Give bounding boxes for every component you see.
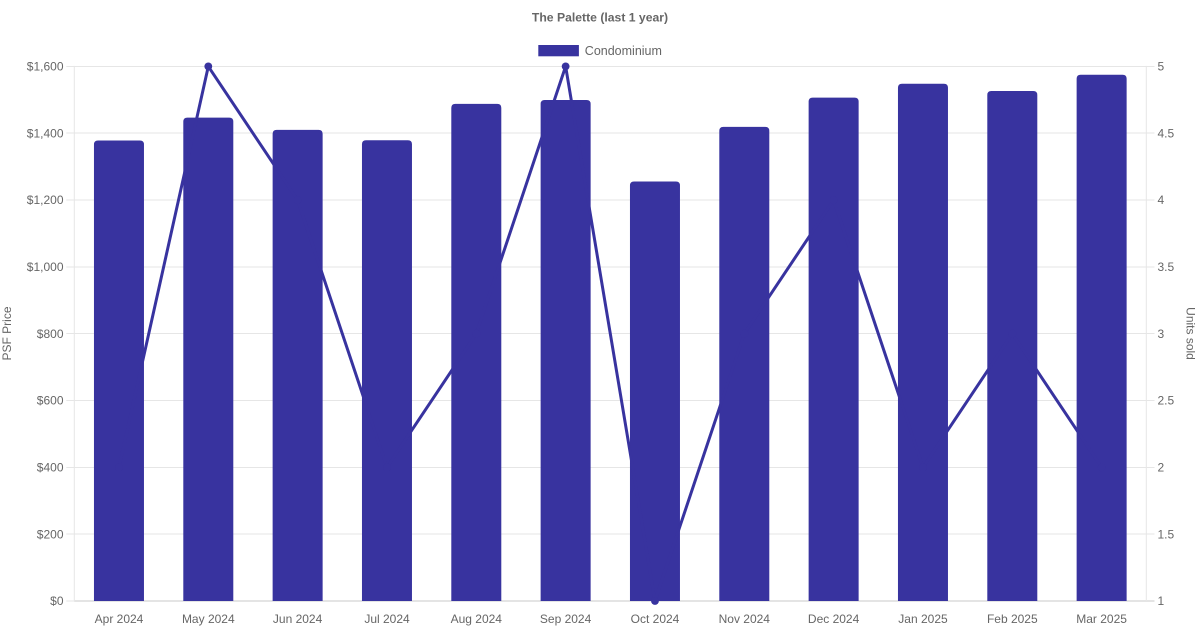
svg-text:Condominium: Condominium bbox=[585, 44, 662, 58]
svg-text:4: 4 bbox=[1158, 193, 1165, 207]
svg-text:$1,400: $1,400 bbox=[27, 126, 64, 140]
svg-text:$1,600: $1,600 bbox=[27, 60, 64, 74]
svg-text:$400: $400 bbox=[37, 461, 64, 475]
svg-text:Jul 2024: Jul 2024 bbox=[364, 612, 410, 626]
svg-text:Dec 2024: Dec 2024 bbox=[808, 612, 860, 626]
svg-text:$0: $0 bbox=[50, 594, 64, 608]
svg-text:Apr 2024: Apr 2024 bbox=[95, 612, 144, 626]
svg-text:$1,000: $1,000 bbox=[27, 260, 64, 274]
svg-text:1.5: 1.5 bbox=[1158, 527, 1175, 541]
svg-text:2: 2 bbox=[1158, 461, 1165, 475]
svg-text:Aug 2024: Aug 2024 bbox=[451, 612, 503, 626]
svg-text:1: 1 bbox=[1158, 594, 1165, 608]
svg-text:Jun 2024: Jun 2024 bbox=[273, 612, 323, 626]
svg-text:Nov 2024: Nov 2024 bbox=[719, 612, 771, 626]
svg-text:$800: $800 bbox=[37, 327, 64, 341]
svg-text:5: 5 bbox=[1158, 60, 1165, 74]
svg-text:Units sold: Units sold bbox=[1184, 307, 1198, 360]
svg-text:Mar 2025: Mar 2025 bbox=[1076, 612, 1127, 626]
svg-text:3.5: 3.5 bbox=[1158, 260, 1175, 274]
svg-text:The Palette (last 1 year): The Palette (last 1 year) bbox=[532, 10, 668, 24]
svg-text:$600: $600 bbox=[37, 394, 64, 408]
svg-text:3: 3 bbox=[1158, 327, 1165, 341]
svg-text:4.5: 4.5 bbox=[1158, 126, 1175, 140]
svg-text:Oct 2024: Oct 2024 bbox=[631, 612, 680, 626]
svg-text:Feb 2025: Feb 2025 bbox=[987, 612, 1038, 626]
svg-text:$1,200: $1,200 bbox=[27, 193, 64, 207]
svg-text:Sep 2024: Sep 2024 bbox=[540, 612, 592, 626]
svg-text:PSF Price: PSF Price bbox=[0, 306, 14, 360]
svg-text:2.5: 2.5 bbox=[1158, 394, 1175, 408]
svg-text:Jan 2025: Jan 2025 bbox=[898, 612, 948, 626]
svg-text:May 2024: May 2024 bbox=[182, 612, 235, 626]
svg-text:$200: $200 bbox=[37, 527, 64, 541]
